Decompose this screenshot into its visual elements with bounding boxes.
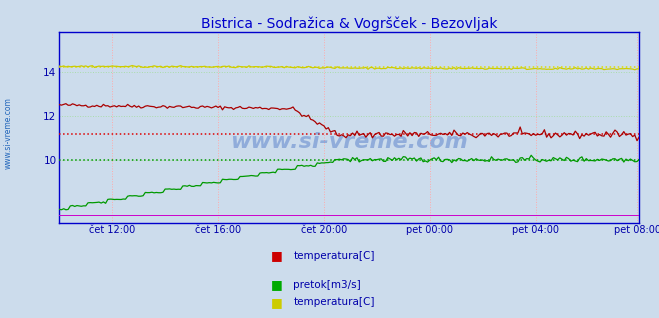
Text: ■: ■ xyxy=(271,296,283,308)
Text: www.si-vreme.com: www.si-vreme.com xyxy=(231,133,468,152)
Text: temperatura[C]: temperatura[C] xyxy=(293,297,375,307)
Title: Bistrica - Sodražica & Vogršček - Bezovljak: Bistrica - Sodražica & Vogršček - Bezovl… xyxy=(201,16,498,31)
Text: www.si-vreme.com: www.si-vreme.com xyxy=(3,98,13,169)
Text: ■: ■ xyxy=(271,278,283,291)
Text: ■: ■ xyxy=(271,250,283,262)
Text: temperatura[C]: temperatura[C] xyxy=(293,251,375,261)
Text: pretok[m3/s]: pretok[m3/s] xyxy=(293,280,361,290)
